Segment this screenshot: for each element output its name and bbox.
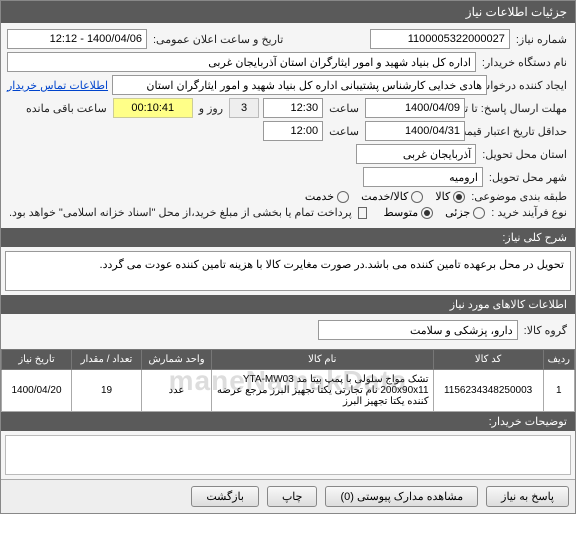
col-date: تاریخ نیاز (2, 350, 72, 370)
radio-checked-icon (421, 207, 433, 219)
attachments-button[interactable]: مشاهده مدارک پیوستی (0) (325, 486, 478, 507)
creator-field: هادی خدایی کارشناس پشتیبانی اداره کل بنی… (112, 75, 487, 95)
org-label: نام دستگاه خریدار: (480, 56, 569, 69)
pkg-radio-group: کالا کالا/خدمت خدمت (305, 190, 465, 203)
proc-radio-group: جزئی متوسط (384, 206, 486, 219)
proc-small-option[interactable]: جزئی (445, 206, 485, 219)
buyer-notes-box (5, 435, 571, 475)
main-desc-header: شرح کلی نیاز: (1, 228, 575, 247)
time-label-1: ساعت (327, 102, 361, 115)
pkg-serviceonly-label: خدمت (305, 190, 334, 203)
treasury-checkbox[interactable] (358, 207, 367, 219)
deadline-time-field: 12:30 (263, 98, 323, 118)
pkg-goods-label: کالا (435, 190, 450, 203)
pkg-service-label: کالا/خدمت (361, 190, 408, 203)
cell-code: 1156234348250003 (433, 370, 543, 412)
city-field: ارومیه (363, 167, 483, 187)
radio-icon (473, 207, 485, 219)
validity-date-field: 1400/04/31 (365, 121, 465, 141)
col-code: کد کالا (433, 350, 543, 370)
creator-label: ایجاد کننده درخواست: (491, 79, 569, 92)
items-header: اطلاعات کالاهای مورد نیاز (1, 295, 575, 314)
radio-icon (337, 191, 349, 203)
countdown-field: 00:10:41 (113, 98, 193, 118)
back-button[interactable]: بازگشت (191, 486, 259, 507)
deadline-label: مهلت ارسال پاسخ: تا تاریخ: (469, 102, 569, 115)
cell-unit: عدد (142, 370, 212, 412)
pkg-service-option[interactable]: کالا/خدمت (361, 190, 423, 203)
print-button[interactable]: چاپ (267, 486, 318, 507)
proc-mid-label: متوسط (384, 206, 419, 219)
validity-time-field: 12:00 (263, 121, 323, 141)
items-table-wrap: maneNamakData ردیف کد کالا نام کالا واحد… (1, 349, 575, 412)
table-row: 1 1156234348250003 تشک مواج سلولی با پمپ… (2, 370, 575, 412)
proc-small-label: جزئی (445, 206, 470, 219)
radio-checked-icon (453, 191, 465, 203)
cell-name: تشک مواج سلولی با پمپ بیتا مد YTA-MW03 2… (212, 370, 434, 412)
validity-label: حداقل تاریخ اعتبار قیمت: تا تاریخ: (469, 125, 569, 138)
main-content: شماره نیاز: 1100005322000027 تاریخ و ساع… (1, 23, 575, 228)
announce-label: تاریخ و ساعت اعلان عمومی: (151, 33, 285, 46)
time-label-2: ساعت (327, 125, 361, 138)
main-desc-box: تحویل در محل برعهده تامین کننده می باشد.… (5, 251, 571, 291)
need-number-field: 1100005322000027 (370, 29, 510, 49)
city-label: شهر محل تحویل: (487, 171, 569, 184)
deadline-date-field: 1400/04/09 (365, 98, 465, 118)
reply-button[interactable]: پاسخ به نیاز (486, 486, 569, 507)
proc-label: نوع فرآیند خرید : (489, 206, 569, 219)
remain-suffix: ساعت باقی مانده (24, 102, 109, 115)
pkg-goods-option[interactable]: کالا (435, 190, 465, 203)
org-field: اداره کل بنیاد شهید و امور ایثارگران است… (7, 52, 476, 72)
province-label: استان محل تحویل: (480, 148, 569, 161)
panel-title: جزئیات اطلاعات نیاز (1, 1, 575, 23)
need-details-panel: جزئیات اطلاعات نیاز شماره نیاز: 11000053… (0, 0, 576, 514)
radio-icon (411, 191, 423, 203)
group-field: دارو، پزشکی و سلامت (318, 320, 518, 340)
days-suffix: روز و (197, 102, 225, 115)
treasury-cb-label: پرداخت تمام یا بخشی از مبلغ خرید،از محل … (7, 206, 354, 219)
col-row: ردیف (543, 350, 574, 370)
province-field: آذربایجان غربی (356, 144, 476, 164)
cell-date: 1400/04/20 (2, 370, 72, 412)
cell-qty: 19 (72, 370, 142, 412)
pkg-serviceonly-option[interactable]: خدمت (305, 190, 349, 203)
col-qty: تعداد / مقدار (72, 350, 142, 370)
footer-buttons: پاسخ به نیاز مشاهده مدارک پیوستی (0) چاپ… (1, 479, 575, 513)
contact-link[interactable]: اطلاعات تماس خریدار (7, 79, 108, 92)
col-unit: واحد شمارش (142, 350, 212, 370)
buyer-notes-header: توضیحات خریدار: (1, 412, 575, 431)
items-table: ردیف کد کالا نام کالا واحد شمارش تعداد /… (1, 349, 575, 412)
group-label: گروه کالا: (522, 324, 569, 337)
proc-mid-option[interactable]: متوسط (384, 206, 434, 219)
days-left-field: 3 (229, 98, 259, 118)
cell-row: 1 (543, 370, 574, 412)
need-number-label: شماره نیاز: (514, 33, 569, 46)
announce-field: 1400/04/06 - 12:12 (7, 29, 147, 49)
pkg-label: طبقه بندی موضوعی: (469, 190, 569, 203)
col-name: نام کالا (212, 350, 434, 370)
